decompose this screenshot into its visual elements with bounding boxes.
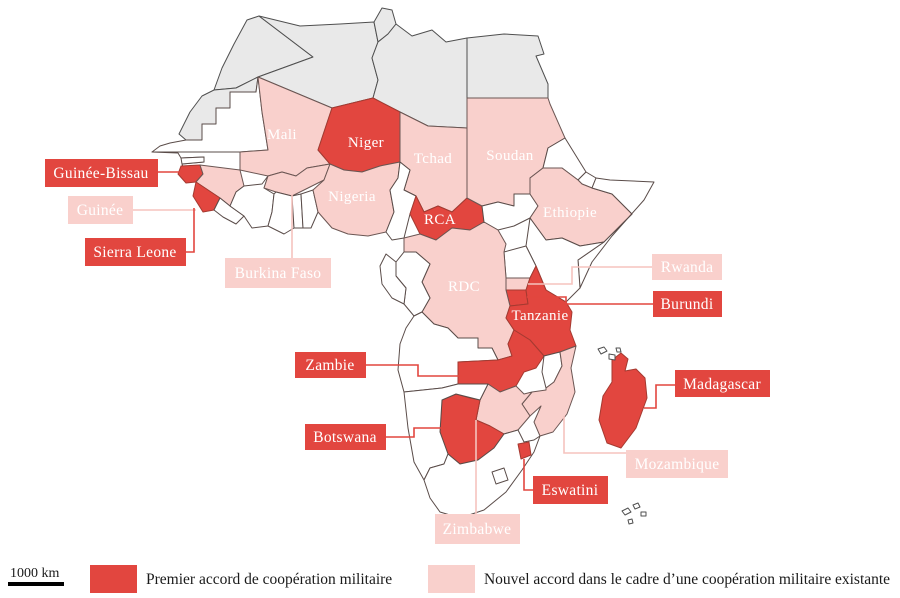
callout-box-burundi bbox=[653, 291, 722, 317]
country-lesotho bbox=[491, 467, 509, 485]
country-cameroon bbox=[385, 161, 417, 241]
callout-label-zimbabwe: Zimbabwe bbox=[443, 521, 512, 538]
map-label-tchad: Tchad bbox=[414, 151, 453, 167]
map-label-rdc: RDC bbox=[448, 279, 480, 295]
callout-connectors bbox=[133, 171, 675, 514]
island-comoros-3 bbox=[615, 347, 622, 353]
callout-box-burkina-faso bbox=[225, 258, 331, 288]
map-label-niger: Niger bbox=[348, 135, 384, 151]
callout-box-zimbabwe bbox=[435, 514, 520, 544]
map-label-ethiopie: Ethiopie bbox=[543, 205, 597, 221]
legend: 1000 km Premier accord de coopération mi… bbox=[8, 565, 890, 593]
country-madagascar bbox=[598, 352, 648, 449]
callout-box-sierra-leone bbox=[85, 238, 186, 266]
island-mascarene-4 bbox=[627, 518, 634, 525]
country-ghana bbox=[267, 191, 295, 235]
island-comoros-2 bbox=[608, 353, 616, 361]
callout-line-burundi bbox=[527, 296, 653, 305]
callout-label-zambie: Zambie bbox=[305, 357, 354, 374]
country-gambia bbox=[180, 156, 205, 165]
island-comoros-1 bbox=[597, 346, 608, 355]
callout-label-guinee: Guinée bbox=[77, 202, 124, 219]
country-eswatini bbox=[517, 441, 532, 460]
callout-label-burundi: Burundi bbox=[661, 296, 714, 313]
callout-box-guinee-bissau bbox=[45, 159, 158, 187]
callout-line-botswana bbox=[386, 427, 447, 438]
legend-swatch-nouvel bbox=[428, 565, 475, 593]
map-label-mali: Mali bbox=[267, 127, 297, 143]
country-namibia bbox=[403, 383, 489, 481]
callout-line-mozambique bbox=[563, 416, 626, 454]
country-mozambique bbox=[521, 345, 577, 437]
scale-label: 1000 km bbox=[10, 566, 60, 581]
country-gabon bbox=[379, 253, 407, 305]
island-mascarene-1 bbox=[621, 507, 632, 516]
countries-layer bbox=[151, 7, 655, 525]
legend-swatch-premier bbox=[90, 565, 137, 593]
callout-label-rwanda: Rwanda bbox=[661, 259, 714, 276]
callout-label-mozambique: Mozambique bbox=[635, 456, 720, 473]
map-labels: Mali Niger Tchad Soudan Nigeria RCA Ethi… bbox=[267, 127, 597, 324]
callout-box-mozambique bbox=[626, 450, 728, 478]
callout-box-botswana bbox=[305, 424, 386, 450]
map-label-tanzanie: Tanzanie bbox=[511, 308, 568, 324]
callout-label-eswatini: Eswatini bbox=[542, 482, 599, 499]
callout-box-eswatini bbox=[533, 476, 608, 504]
country-mauritania bbox=[151, 76, 269, 153]
legend-label-nouvel: Nouvel accord dans le cadre d’une coopér… bbox=[484, 571, 890, 588]
callout-label-madagascar: Madagascar bbox=[683, 376, 761, 393]
callout-label-burkina-faso: Burkina Faso bbox=[235, 265, 322, 282]
legend-label-premier: Premier accord de coopération militaire bbox=[146, 571, 392, 588]
island-mascarene-2 bbox=[632, 502, 641, 510]
island-mascarene-3 bbox=[640, 511, 647, 517]
callout-line-rwanda bbox=[528, 266, 652, 285]
callout-line-madagascar bbox=[644, 384, 675, 409]
map-label-soudan: Soudan bbox=[486, 148, 534, 164]
callout-label-sierra-leone: Sierra Leone bbox=[93, 244, 176, 261]
country-cote-divoire bbox=[229, 175, 275, 229]
callout-line-zambie bbox=[366, 364, 462, 377]
map-label-rca: RCA bbox=[424, 212, 456, 228]
callout-box-guinee bbox=[68, 196, 133, 224]
callout-box-rwanda bbox=[652, 254, 722, 280]
callout-box-zambie bbox=[295, 352, 366, 378]
map-label-nigeria: Nigeria bbox=[328, 189, 376, 205]
country-egypt bbox=[466, 33, 549, 99]
callout-line-eswatini bbox=[523, 459, 533, 491]
country-somalia bbox=[577, 177, 655, 289]
country-benin bbox=[300, 189, 319, 229]
callout-label-guinee-bissau: Guinée-Bissau bbox=[53, 165, 148, 182]
callout-label-botswana: Botswana bbox=[313, 429, 377, 446]
callout-boxes: Guinée-Bissau Guinée Sierra Leone Burkin… bbox=[45, 159, 770, 544]
callout-box-madagascar bbox=[675, 370, 770, 397]
callout-line-sierra-leone bbox=[186, 208, 195, 253]
